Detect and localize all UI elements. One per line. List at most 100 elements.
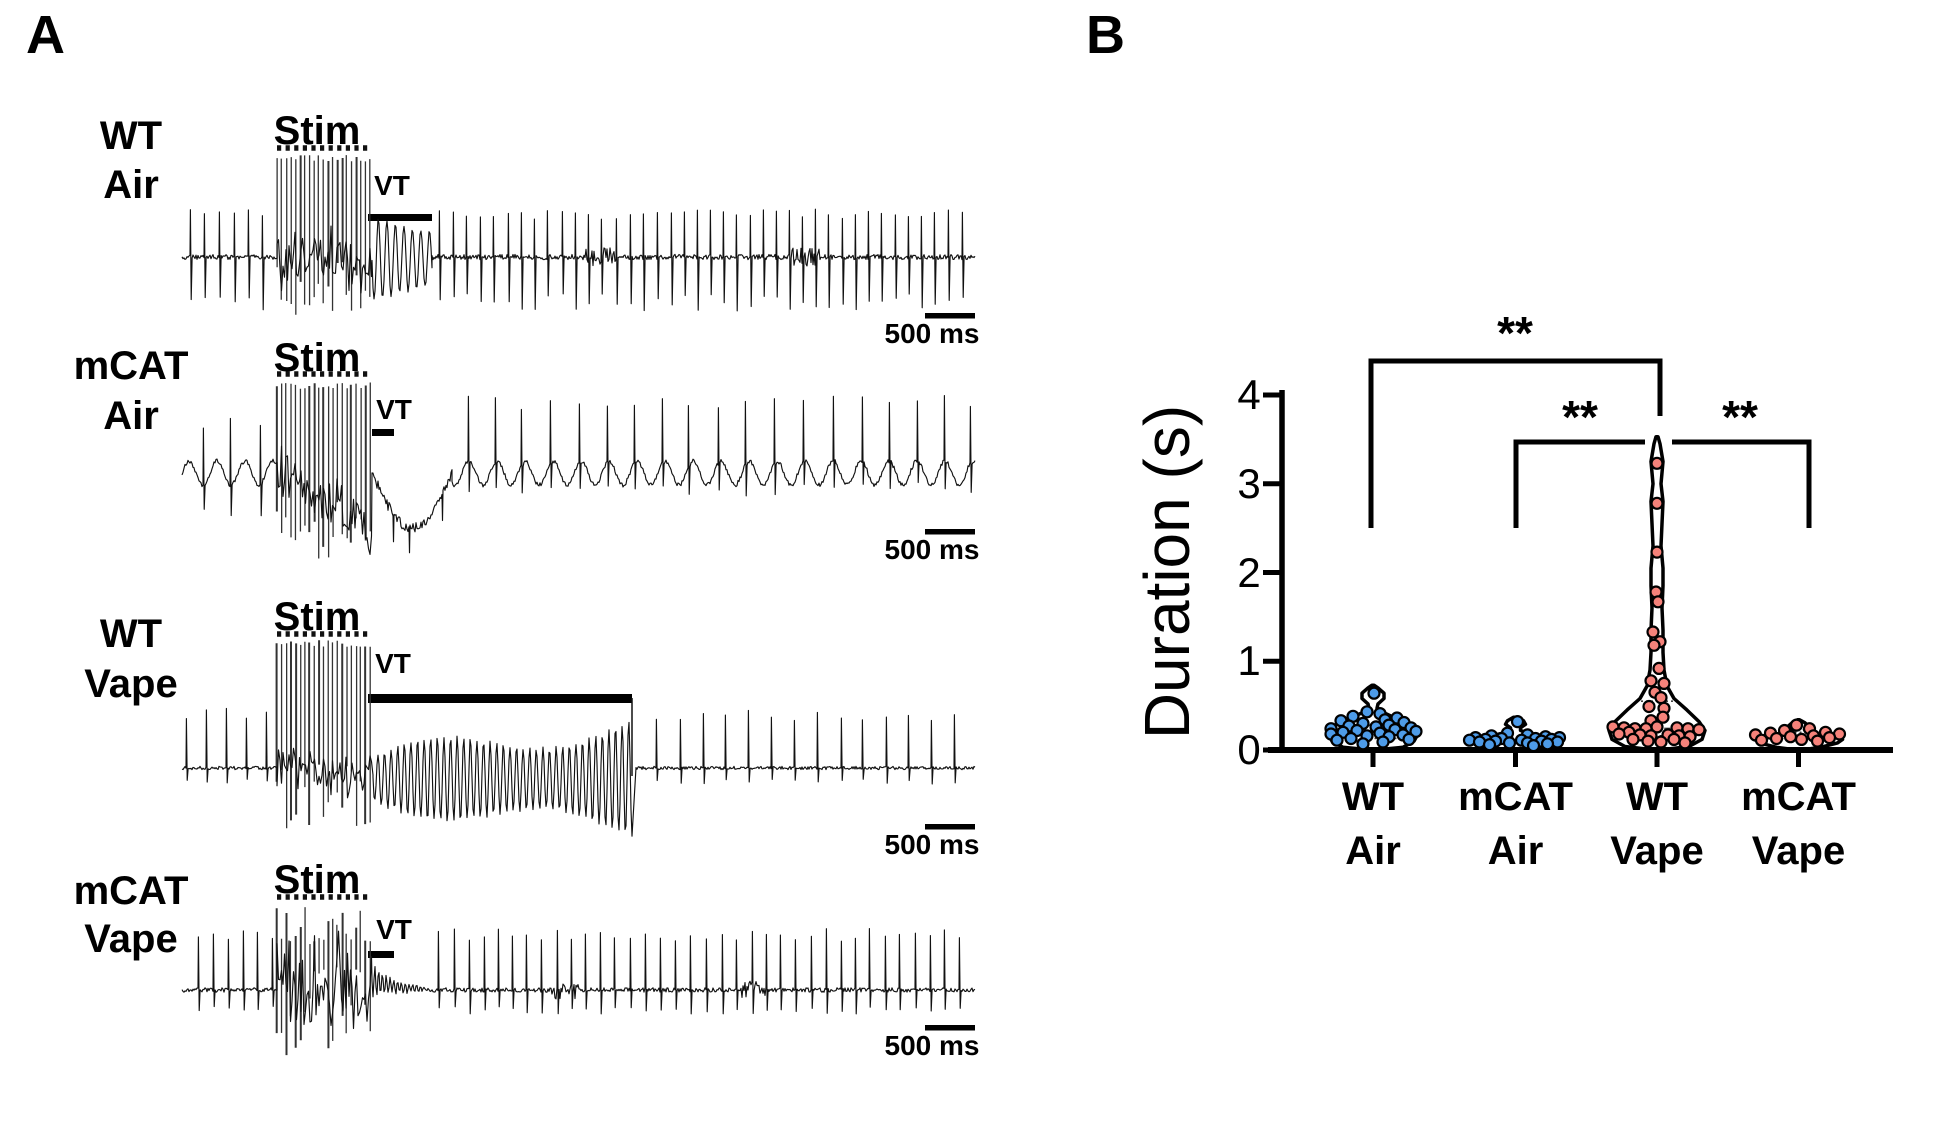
data-point [1647, 638, 1661, 652]
data-points-mcat-air [1462, 714, 1567, 753]
data-point [1692, 722, 1706, 737]
significance-label: ** [1562, 391, 1598, 443]
trace-row-wt-air [181, 145, 976, 319]
data-point [1482, 738, 1497, 752]
data-point [1650, 720, 1664, 734]
data-point [1330, 733, 1344, 747]
x-category-label-line: Air [1487, 829, 1544, 873]
data-point [1612, 727, 1626, 741]
data-points-mcat-vape [1748, 718, 1847, 748]
trace-label-line: mCAT [73, 344, 189, 388]
y-tick-label: 3 [1237, 459, 1261, 507]
data-points-wt-vape [1606, 456, 1706, 750]
vt-duration-bar [368, 214, 432, 221]
data-point [1502, 736, 1517, 750]
data-point [1754, 733, 1769, 747]
x-category-label-line: Vape [1610, 829, 1704, 873]
data-point [1360, 705, 1374, 719]
y-tick-label: 4 [1237, 371, 1261, 418]
scale-bar-label: 500 ms [884, 829, 980, 860]
data-point [1402, 732, 1416, 747]
significance-brackets [1368, 358, 1812, 528]
y-tick-label: 0 [1237, 726, 1261, 773]
x-category-label-line: WT [1341, 775, 1405, 819]
vt-label: VT [374, 170, 410, 201]
trace-label-line: WT [99, 114, 163, 158]
data-point [1540, 737, 1555, 751]
scale-bar-label: 500 ms [884, 534, 980, 565]
scale-bar [925, 313, 975, 319]
stim-burst [275, 640, 371, 829]
significance-bracket [1368, 358, 1663, 528]
panel-b-letter: B [1086, 5, 1125, 65]
ecg-trace [181, 208, 976, 312]
data-point [1657, 676, 1671, 691]
stim-label: Stim [273, 858, 361, 902]
stim-burst [276, 155, 371, 315]
data-point [1344, 731, 1358, 746]
vt-duration-bar [368, 694, 632, 703]
x-category-label-line: Vape [1751, 829, 1846, 873]
data-point [1642, 699, 1656, 714]
vt-duration-bar [368, 951, 394, 958]
data-point [1510, 714, 1525, 729]
data-point [1409, 724, 1423, 739]
data-point [1654, 690, 1668, 705]
data-point [1652, 661, 1666, 676]
data-point [1356, 737, 1370, 751]
data-point [1644, 674, 1658, 688]
data-points-wt-air [1324, 686, 1423, 751]
vt-label: VT [375, 648, 411, 679]
vt-duration-bar [372, 429, 394, 436]
trace-row-mcat-air [181, 371, 976, 559]
data-point [1650, 496, 1664, 510]
data-point [1651, 595, 1665, 609]
data-point [1667, 732, 1681, 747]
data-point [1810, 734, 1825, 748]
scale-bar [925, 824, 975, 830]
significance-label: ** [1497, 307, 1533, 359]
stim-label: Stim [273, 336, 361, 380]
significance-bracket [1672, 439, 1812, 528]
data-point [1626, 732, 1640, 747]
y-axis-label: Duration (s) [1131, 404, 1203, 740]
ecg-trace [181, 707, 976, 837]
scale-bar [925, 529, 975, 535]
violins [1325, 434, 1845, 752]
stim-burst [275, 382, 371, 559]
significance-label: ** [1722, 391, 1758, 443]
trace-label-line: Vape [84, 662, 178, 706]
scale-bar-label: 500 ms [884, 318, 980, 349]
stim-label: Stim [273, 109, 361, 153]
data-point [1526, 738, 1541, 753]
trace-label-line: Air [103, 394, 159, 438]
x-category-label-line: mCAT [1741, 775, 1856, 819]
ecg-trace [181, 395, 976, 555]
data-point [1654, 735, 1668, 749]
trace-label-line: Air [103, 163, 159, 207]
data-point [1769, 731, 1784, 746]
trace-label-line: Vape [84, 917, 178, 961]
axes [1263, 390, 1893, 767]
trace-row-wt-vape [181, 631, 976, 837]
panel-a-letter: A [26, 5, 65, 65]
x-category-label-line: mCAT [1458, 775, 1573, 819]
significance-bracket [1513, 439, 1645, 528]
data-point [1376, 735, 1390, 749]
scale-bar-label: 500 ms [884, 1030, 980, 1061]
data-point [1650, 545, 1664, 559]
stim-burst [275, 907, 371, 1056]
scale-bar [925, 1025, 975, 1031]
vt-label: VT [376, 914, 412, 945]
data-point [1789, 718, 1804, 732]
vt-label: VT [376, 394, 412, 425]
data-point [1656, 710, 1670, 724]
trace-row-mcat-vape [181, 894, 976, 1056]
x-category-label-line: WT [1625, 775, 1689, 819]
y-tick-label: 2 [1237, 548, 1261, 596]
data-point [1783, 730, 1798, 744]
y-tick-label: 1 [1237, 637, 1261, 685]
data-point [1678, 736, 1692, 750]
